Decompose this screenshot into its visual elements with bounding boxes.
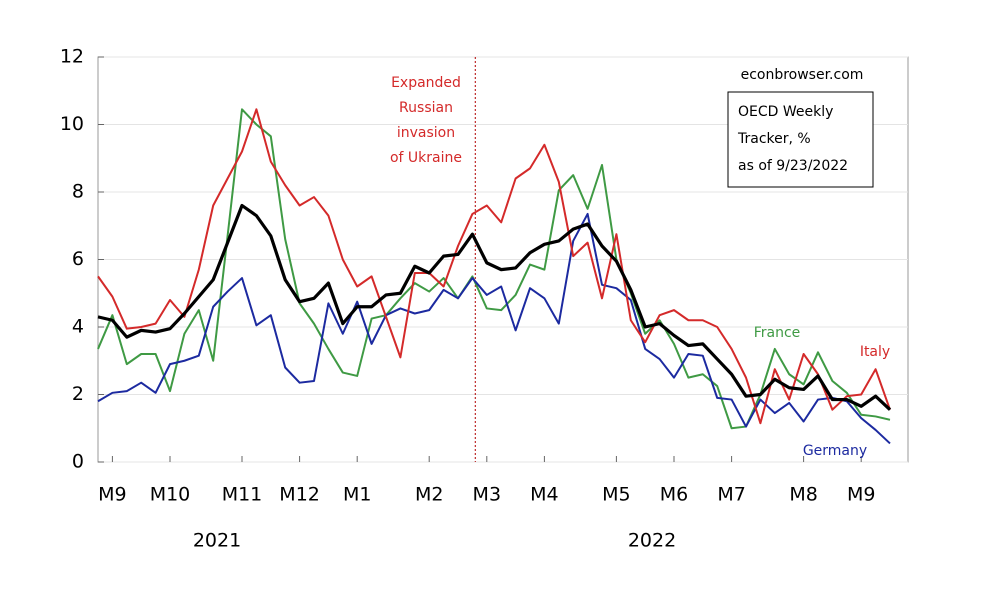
series-label: Germany bbox=[803, 443, 867, 459]
box-annotation: OECD Weekly bbox=[738, 104, 833, 120]
x-tick-label: M4 bbox=[530, 484, 558, 506]
x-tick-label: M5 bbox=[602, 484, 630, 506]
series-label: France bbox=[754, 325, 801, 341]
x-tick-label: M2 bbox=[415, 484, 443, 506]
annotation-box bbox=[727, 91, 874, 188]
y-tick-label: 10 bbox=[60, 113, 84, 135]
year-label: 2022 bbox=[628, 530, 676, 552]
box-annotation: Tracker, % bbox=[737, 131, 811, 147]
x-tick-label: M11 bbox=[222, 484, 263, 506]
y-tick-label: 12 bbox=[60, 46, 84, 68]
event-annotation: Russian bbox=[399, 100, 453, 116]
series-line bbox=[97, 108, 891, 425]
series-line bbox=[97, 108, 891, 430]
y-tick-label: 0 bbox=[72, 451, 84, 473]
x-tick-label: M7 bbox=[717, 484, 745, 506]
y-tick-label: 6 bbox=[72, 248, 84, 270]
x-tick-label: M8 bbox=[789, 484, 817, 506]
event-annotation: of Ukraine bbox=[390, 150, 462, 166]
event-annotation: invasion bbox=[397, 125, 455, 141]
x-tick-label: M9 bbox=[847, 484, 875, 506]
series-line bbox=[97, 212, 891, 445]
x-tick-label: M3 bbox=[473, 484, 501, 506]
event-annotation: Expanded bbox=[391, 75, 461, 91]
y-tick-label: 2 bbox=[72, 383, 84, 405]
series-line bbox=[97, 203, 892, 411]
x-tick-label: M12 bbox=[279, 484, 320, 506]
x-tick-label: M9 bbox=[98, 484, 126, 506]
x-tick-label: M6 bbox=[660, 484, 688, 506]
box-annotation: as of 9/23/2022 bbox=[738, 158, 848, 174]
x-tick-label: M1 bbox=[343, 484, 371, 506]
year-label: 2021 bbox=[193, 530, 241, 552]
source-label: econbrowser.com bbox=[741, 67, 864, 83]
y-tick-label: 4 bbox=[72, 316, 84, 338]
y-tick-label: 8 bbox=[72, 181, 84, 203]
x-tick-label: M10 bbox=[150, 484, 191, 506]
series-label: Italy bbox=[860, 344, 890, 360]
